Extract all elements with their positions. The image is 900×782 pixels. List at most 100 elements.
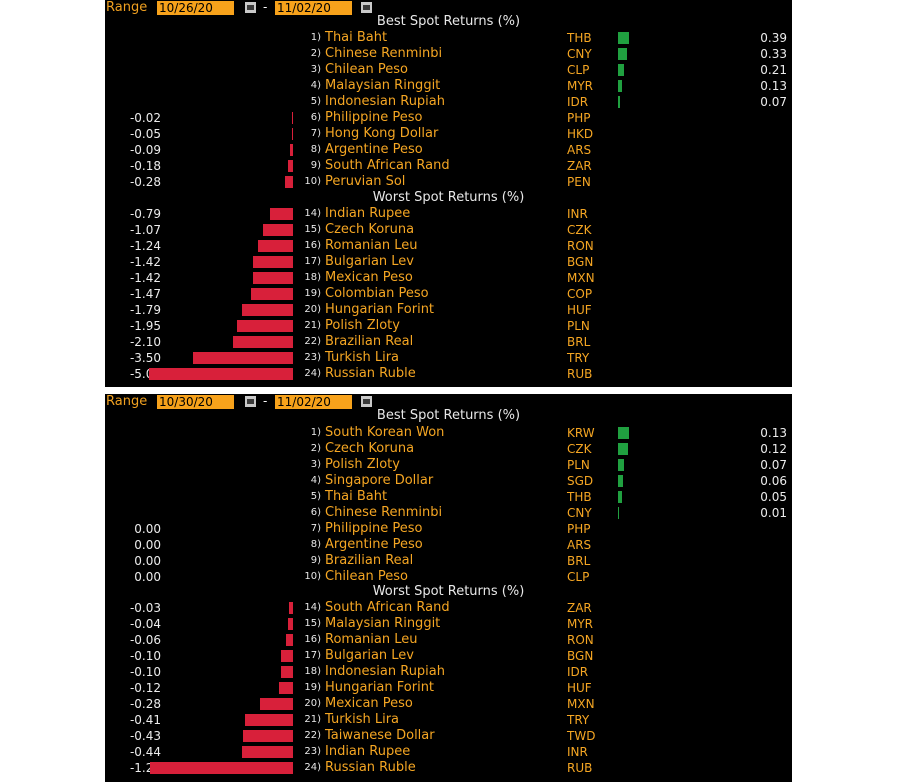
return-value: 0.07 [760, 95, 787, 109]
list-item[interactable]: -0.18 9) South African Rand ZAR [105, 158, 792, 174]
range-separator: - [263, 394, 268, 408]
rank-number: 5) [310, 96, 321, 107]
list-item[interactable]: -5.06 24) Russian Ruble RUB [105, 366, 792, 382]
rank-number: 24) [304, 368, 321, 379]
list-item[interactable]: 0.01 6) Chinese Renminbi CNY [105, 505, 792, 521]
list-item[interactable]: 0.07 3) Polish Zloty PLN [105, 457, 792, 473]
list-item[interactable]: -0.28 10) Peruvian Sol PEN [105, 174, 792, 190]
list-item[interactable]: -3.50 23) Turkish Lira TRY [105, 350, 792, 366]
date-to-field[interactable]: 11/02/20 [275, 395, 352, 409]
currency-name: Turkish Lira [325, 350, 400, 365]
list-item[interactable]: -0.09 8) Argentine Peso ARS [105, 142, 792, 158]
calendar-icon[interactable] [245, 2, 256, 13]
list-item[interactable]: 0.00 9) Brazilian Real BRL [105, 553, 792, 569]
positive-return-bar [618, 491, 622, 503]
return-value: 0.06 [760, 474, 787, 488]
negative-return-bar [286, 634, 293, 646]
currency-code: BRL [567, 554, 591, 568]
list-item[interactable]: 0.00 8) Argentine Peso ARS [105, 537, 792, 553]
return-value: -0.05 [129, 127, 161, 141]
positive-return-bar [618, 475, 623, 487]
currency-name: Indian Rupee [325, 744, 411, 759]
rank-number: 1) [310, 32, 321, 43]
list-item[interactable]: -1.22 24) Russian Ruble RUB [105, 760, 792, 776]
list-item[interactable]: -0.44 23) Indian Rupee INR [105, 744, 792, 760]
currency-code: RUB [567, 367, 593, 381]
return-value: -1.79 [129, 303, 161, 317]
return-value: -1.42 [129, 255, 161, 269]
list-item[interactable]: -0.05 7) Hong Kong Dollar HKD [105, 126, 792, 142]
list-item[interactable]: -0.28 20) Mexican Peso MXN [105, 696, 792, 712]
rank-number: 9) [310, 160, 321, 171]
list-item[interactable]: -0.12 19) Hungarian Forint HUF [105, 680, 792, 696]
negative-return-bar [253, 256, 293, 268]
return-value: -0.28 [129, 697, 161, 711]
rank-number: 23) [304, 746, 321, 757]
currency-name: Romanian Leu [325, 632, 418, 647]
date-from-field[interactable]: 10/26/20 [157, 1, 234, 15]
calendar-icon[interactable] [361, 396, 372, 407]
currency-name: Czech Koruna [325, 441, 415, 456]
negative-return-bar [288, 160, 293, 172]
currency-code: IDR [567, 665, 589, 679]
currency-code: CNY [567, 506, 592, 520]
list-item[interactable]: 0.39 1) Thai Baht THB [105, 30, 792, 46]
return-value: -0.06 [129, 633, 161, 647]
currency-code: BGN [567, 649, 594, 663]
negative-return-bar [242, 304, 293, 316]
currency-code: INR [567, 745, 588, 759]
list-item[interactable]: -2.10 22) Brazilian Real BRL [105, 334, 792, 350]
rank-number: 18) [304, 666, 321, 677]
list-item[interactable]: -1.42 18) Mexican Peso MXN [105, 270, 792, 286]
list-item[interactable]: 0.00 7) Philippine Peso PHP [105, 521, 792, 537]
list-item[interactable]: 0.13 1) South Korean Won KRW [105, 425, 792, 441]
list-item[interactable]: -0.41 21) Turkish Lira TRY [105, 712, 792, 728]
calendar-icon[interactable] [361, 2, 372, 13]
list-item[interactable]: -0.06 16) Romanian Leu RON [105, 632, 792, 648]
currency-code: CZK [567, 442, 592, 456]
returns-panel-1: Range 10/26/20 - 11/02/20 Best Spot Retu… [105, 0, 792, 387]
list-item[interactable]: -0.02 6) Philippine Peso PHP [105, 110, 792, 126]
list-item[interactable]: -1.47 19) Colombian Peso COP [105, 286, 792, 302]
date-from-field[interactable]: 10/30/20 [157, 395, 234, 409]
currency-name: South African Rand [325, 158, 450, 173]
list-item[interactable]: 0.21 3) Chilean Peso CLP [105, 62, 792, 78]
calendar-icon[interactable] [245, 396, 256, 407]
list-item[interactable]: -0.10 18) Indonesian Rupiah IDR [105, 664, 792, 680]
return-value: -0.79 [129, 207, 161, 221]
list-item[interactable]: -1.42 17) Bulgarian Lev BGN [105, 254, 792, 270]
currency-code: CZK [567, 223, 592, 237]
list-item[interactable]: 0.00 10) Chilean Peso CLP [105, 569, 792, 585]
return-value: -0.18 [129, 159, 161, 173]
return-value: 0.07 [760, 458, 787, 472]
list-item[interactable]: -1.95 21) Polish Zloty PLN [105, 318, 792, 334]
negative-return-bar [289, 602, 293, 614]
currency-code: PHP [567, 522, 591, 536]
negative-return-bar [290, 144, 293, 156]
list-item[interactable]: -0.43 22) Taiwanese Dollar TWD [105, 728, 792, 744]
list-item[interactable]: 0.12 2) Czech Koruna CZK [105, 441, 792, 457]
list-item[interactable]: -1.24 16) Romanian Leu RON [105, 238, 792, 254]
list-item[interactable]: -0.10 17) Bulgarian Lev BGN [105, 648, 792, 664]
list-item[interactable]: 0.06 4) Singapore Dollar SGD [105, 473, 792, 489]
negative-return-bar [263, 224, 293, 236]
list-item[interactable]: 0.33 2) Chinese Renminbi CNY [105, 46, 792, 62]
negative-return-bar [245, 714, 293, 726]
list-item[interactable]: 0.07 5) Indonesian Rupiah IDR [105, 94, 792, 110]
list-item[interactable]: -0.04 15) Malaysian Ringgit MYR [105, 616, 792, 632]
currency-name: Czech Koruna [325, 222, 415, 237]
return-value: 0.13 [760, 426, 787, 440]
negative-return-bar [258, 240, 293, 252]
positive-return-bar [618, 48, 627, 60]
currency-name: Russian Ruble [325, 366, 416, 381]
list-item[interactable]: 0.13 4) Malaysian Ringgit MYR [105, 78, 792, 94]
list-item[interactable]: -0.79 14) Indian Rupee INR [105, 206, 792, 222]
list-item[interactable]: -1.79 20) Hungarian Forint HUF [105, 302, 792, 318]
list-item[interactable]: -0.03 14) South African Rand ZAR [105, 600, 792, 616]
rank-number: 6) [310, 112, 321, 123]
list-item[interactable]: -1.07 15) Czech Koruna CZK [105, 222, 792, 238]
rank-number: 19) [304, 682, 321, 693]
list-item[interactable]: 0.05 5) Thai Baht THB [105, 489, 792, 505]
currency-code: PEN [567, 175, 591, 189]
date-to-field[interactable]: 11/02/20 [275, 1, 352, 15]
